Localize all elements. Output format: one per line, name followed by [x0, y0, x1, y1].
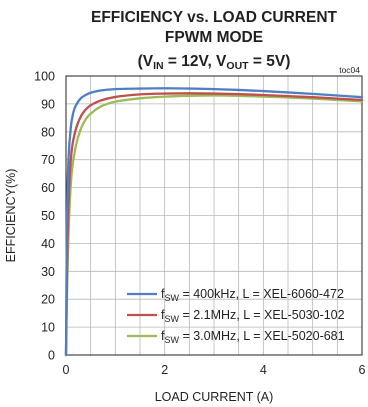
x-tick-labels: 0 2 4 6 — [63, 363, 366, 377]
y-tick-label: 40 — [41, 237, 55, 251]
legend-entry: fSW = 3.0MHz, L = XEL-5020-681 — [161, 329, 345, 345]
y-tick-label: 30 — [41, 265, 55, 279]
series-line-2 — [64, 92, 364, 357]
x-tick-label: 2 — [161, 363, 168, 377]
grid — [66, 76, 362, 355]
title-line-3: (VIN = 12V, VOUT = 5V) — [138, 53, 291, 72]
y-tick-label: 50 — [41, 209, 55, 223]
y-tick-label: 100 — [34, 70, 55, 84]
title-line-1: EFFICIENCY vs. LOAD CURRENT — [91, 9, 338, 26]
chart-title: EFFICIENCY vs. LOAD CURRENT FPWM MODE (V… — [91, 9, 338, 72]
legend: fSW = 400kHz, L = XEL-6060-472 fSW = 2.1M… — [127, 287, 345, 345]
y-tick-label: 70 — [41, 153, 55, 167]
y-tick-label: 80 — [41, 125, 55, 139]
y-tick-label: 60 — [41, 181, 55, 195]
y-tick-label: 0 — [48, 349, 55, 363]
y-tick-label: 10 — [41, 321, 55, 335]
series-line-3 — [64, 94, 364, 357]
series-line-1 — [64, 87, 364, 357]
x-tick-label: 0 — [63, 363, 70, 377]
legend-entry: fSW = 400kHz, L = XEL-6060-472 — [161, 287, 344, 303]
y-tick-labels: 0 10 20 30 40 50 60 70 80 90 100 — [34, 70, 55, 363]
y-axis-label: EFFICIENCY(%) — [4, 169, 18, 263]
y-tick-label: 90 — [41, 97, 55, 111]
x-tick-label: 4 — [260, 363, 267, 377]
annotation-toc: toc04 — [339, 65, 360, 75]
x-tick-label: 6 — [359, 363, 366, 377]
series-lines — [64, 87, 364, 357]
x-axis-label: LOAD CURRENT (A) — [155, 390, 274, 404]
y-tick-label: 20 — [41, 293, 55, 307]
legend-entry: fSW = 2.1MHz, L = XEL-5030-102 — [161, 308, 345, 324]
title-line-2: FPWM MODE — [165, 29, 263, 46]
